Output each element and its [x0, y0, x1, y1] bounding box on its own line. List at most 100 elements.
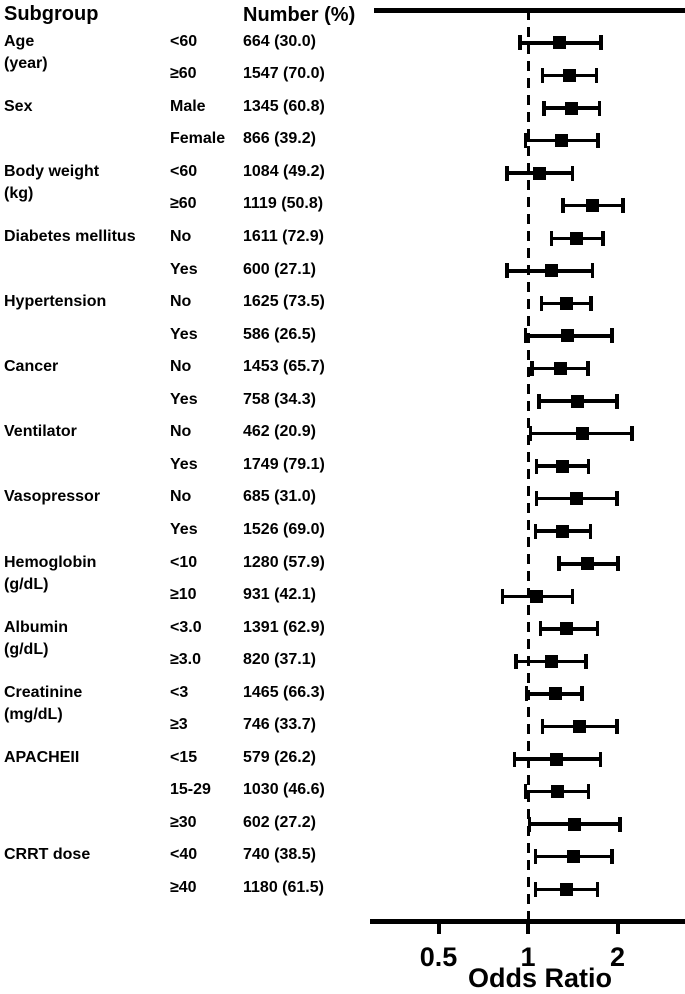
- ci-cap-left: [533, 849, 538, 865]
- ci-cap-right: [584, 653, 588, 669]
- odds-ratio-point-marker: [561, 329, 575, 343]
- odds-ratio-point-marker: [567, 817, 581, 831]
- ci-cap-right: [586, 784, 591, 800]
- ci-cap-left: [561, 198, 565, 214]
- ci-cap-left: [538, 621, 543, 637]
- ci-cap-right: [598, 751, 602, 767]
- subgroup-label: Hemoglobin (g/dL): [4, 552, 96, 597]
- subgroup-label: Cancer: [4, 358, 59, 376]
- category-label: No: [170, 423, 192, 441]
- number-percent-value: 600 (27.1): [243, 260, 316, 278]
- ci-cap-left: [512, 751, 517, 767]
- table-row: Creatinine (mg/dL) <3 1465 (66.3): [0, 678, 685, 724]
- category-label: No: [170, 293, 192, 311]
- table-row: APACHEII <15 579 (26.2): [0, 743, 685, 776]
- ci-cap-left: [539, 295, 544, 311]
- ci-cap-right: [589, 295, 593, 311]
- odds-ratio-point-marker: [560, 296, 574, 310]
- category-label: <60: [170, 32, 198, 50]
- ci-cap-left: [505, 165, 509, 181]
- ci-cap-left: [537, 393, 541, 409]
- table-row: Vasopressor No 685 (31.0): [0, 482, 685, 515]
- odds-ratio-point-marker: [530, 589, 544, 603]
- table-row: ≥40 1180 (61.5): [0, 873, 685, 906]
- odds-ratio-point-marker: [564, 101, 578, 115]
- category-label: ≥60: [170, 65, 197, 83]
- table-row: Albumin (g/dL) <3.0 1391 (62.9): [0, 613, 685, 659]
- axis-tick-label: 2: [609, 942, 626, 972]
- subgroup-label: Age (year): [4, 31, 48, 76]
- odds-ratio-point-marker: [553, 36, 567, 50]
- ci-cap-left: [533, 881, 538, 897]
- ci-cap-right: [586, 360, 590, 376]
- ci-cap-left: [527, 816, 532, 832]
- category-label: No: [170, 358, 192, 376]
- ci-cap-right: [610, 328, 614, 344]
- ci-cap-right: [588, 523, 593, 539]
- odds-ratio-point-marker: [560, 622, 574, 636]
- ci-cap-left: [540, 719, 545, 735]
- ci-cap-right: [570, 165, 575, 181]
- ci-cap-left: [542, 100, 546, 116]
- ci-cap-right: [616, 556, 620, 572]
- category-label: Yes: [170, 455, 198, 473]
- subgroup-label: APACHEII: [4, 748, 80, 766]
- ci-cap-left: [514, 653, 518, 669]
- category-label: <40: [170, 846, 198, 864]
- subgroup-label: Albumin (g/dL): [4, 617, 68, 662]
- table-row: Hemoglobin (g/dL) <10 1280 (57.9): [0, 548, 685, 594]
- table-row: Sex Male 1345 (60.8): [0, 92, 685, 125]
- ci-cap-right: [570, 588, 575, 604]
- axis-tick-mark: [526, 924, 530, 934]
- odds-ratio-point-marker: [545, 654, 559, 668]
- subgroup-label: Creatinine (mg/dL): [4, 682, 82, 727]
- subgroup-column-header: Subgroup: [4, 3, 99, 25]
- category-label: Female: [170, 130, 226, 148]
- ci-cap-right: [599, 35, 603, 51]
- number-percent-value: 1030 (46.6): [243, 781, 325, 799]
- table-row: 15-29 1030 (46.6): [0, 775, 685, 808]
- ci-cap-right: [595, 881, 600, 897]
- table-row: Ventilator No 462 (20.9): [0, 417, 685, 450]
- table-row: ≥60 1119 (50.8): [0, 189, 685, 222]
- ci-cap-left: [530, 360, 534, 376]
- number-percent-value: 1526 (69.0): [243, 520, 325, 538]
- table-row: Female 866 (39.2): [0, 124, 685, 157]
- ci-cap-right: [610, 849, 614, 865]
- odds-ratio-point-marker: [570, 231, 584, 245]
- table-row: Age (year) <60 664 (30.0): [0, 27, 685, 73]
- table-row: ≥60 1547 (70.0): [0, 59, 685, 92]
- subgroup-label: Body weight (kg): [4, 161, 99, 206]
- category-label: ≥30: [170, 813, 197, 831]
- ci-cap-right: [621, 198, 625, 214]
- axis-tick-mark: [615, 924, 620, 934]
- category-label: <60: [170, 162, 198, 180]
- odds-ratio-point-marker: [551, 785, 565, 799]
- number-percent-value: 1749 (79.1): [243, 455, 325, 473]
- table-row: CRRT dose <40 740 (38.5): [0, 840, 685, 873]
- odds-ratio-point-marker: [555, 134, 569, 148]
- ci-cap-right: [580, 686, 584, 702]
- table-row: ≥3.0 820 (37.1): [0, 645, 685, 678]
- odds-ratio-point-marker: [550, 752, 564, 766]
- odds-ratio-point-marker: [570, 492, 584, 506]
- number-percent-value: 758 (34.3): [243, 390, 316, 408]
- number-percent-value: 820 (37.1): [243, 651, 316, 669]
- table-row: Diabetes mellitus No 1611 (72.9): [0, 222, 685, 255]
- ci-cap-right: [597, 100, 602, 116]
- subgroup-label: Vasopressor: [4, 488, 101, 506]
- table-row: ≥10 931 (42.1): [0, 580, 685, 613]
- ci-cap-right: [615, 491, 619, 507]
- category-label: ≥40: [170, 879, 197, 896]
- odds-ratio-point-marker: [532, 166, 546, 180]
- subgroup-label: CRRT dose: [4, 846, 91, 864]
- odds-ratio-point-marker: [549, 687, 563, 701]
- number-percent-value: 1465 (66.3): [243, 683, 325, 701]
- ci-cap-right: [630, 426, 634, 442]
- subgroup-label-unit: (mg/dL): [4, 706, 63, 724]
- table-row: Cancer No 1453 (65.7): [0, 352, 685, 385]
- number-percent-value: 1180 (61.5): [243, 879, 324, 896]
- number-percent-value: 1611 (72.9): [243, 228, 324, 245]
- ci-cap-left: [534, 491, 539, 507]
